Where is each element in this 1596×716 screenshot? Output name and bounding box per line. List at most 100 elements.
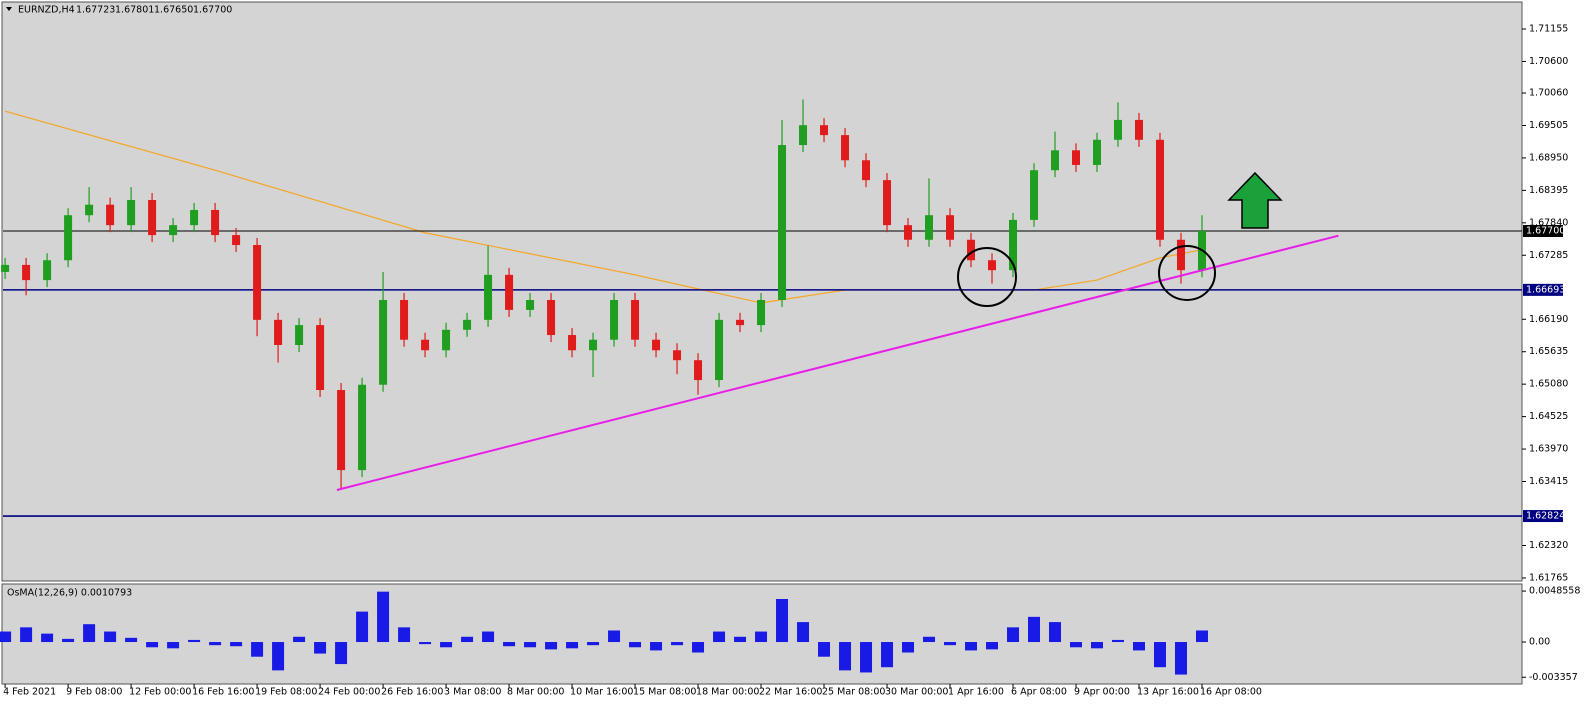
- candle-body: [505, 274, 514, 310]
- x-tick-label: 24 Feb 00:00: [318, 687, 380, 698]
- price-label-box: [1523, 510, 1563, 523]
- circle-annotation: [957, 247, 1017, 307]
- candle-body: [274, 319, 283, 345]
- menu-triangle: [6, 7, 12, 11]
- candle-body: [946, 215, 955, 240]
- indicator-title: OsMA(12,26,9) 0.0010793: [7, 588, 132, 599]
- candle-body: [526, 299, 535, 310]
- histogram-bar: [944, 642, 957, 646]
- histogram-bar: [860, 642, 873, 673]
- candle-body: [148, 200, 157, 236]
- candle-body: [64, 215, 73, 261]
- quote-close: 1.67700: [193, 5, 232, 16]
- candle-body: [127, 200, 136, 226]
- moving-average: [4, 110, 1203, 304]
- histogram-bar: [650, 642, 663, 651]
- x-tick-label: 25 Mar 08:00: [822, 687, 885, 698]
- histogram-bar: [41, 633, 54, 643]
- histogram-bar: [965, 642, 978, 651]
- quote-high: 1.67801: [115, 5, 154, 16]
- x-tick-label: 16 Feb 16:00: [192, 687, 254, 698]
- plot-layer: [0, 99, 1522, 675]
- histogram-bar: [314, 642, 327, 654]
- y-tick-label: 1.61765: [1529, 572, 1568, 583]
- histogram-bar: [377, 591, 390, 643]
- candle-body: [883, 180, 892, 226]
- histogram-bar: [83, 624, 96, 643]
- candle-body: [1155, 139, 1164, 240]
- histogram-bar: [482, 631, 495, 643]
- price-label: 1.67700: [1526, 225, 1565, 236]
- candle-body: [106, 204, 115, 226]
- y-tick-label: 1.63970: [1529, 444, 1568, 455]
- y-tick-label: 1.65080: [1529, 379, 1568, 390]
- histogram-bar: [797, 622, 810, 643]
- x-tick-label: 9 Apr 00:00: [1074, 687, 1130, 698]
- histogram-bar: [713, 631, 726, 643]
- histogram-bar: [335, 642, 348, 665]
- candle-body: [421, 339, 430, 351]
- histogram-bar: [461, 636, 474, 643]
- candle-body: [358, 384, 367, 471]
- x-tick-label: 16 Apr 08:00: [1200, 687, 1262, 698]
- candle-body: [547, 299, 556, 336]
- main-panel: [1, 1, 1523, 582]
- candle-body: [1113, 119, 1122, 140]
- histogram-bar: [0, 631, 12, 643]
- histogram-bar: [839, 642, 852, 671]
- candle-body: [1134, 119, 1143, 140]
- y-tick-label: 1.70600: [1529, 56, 1568, 67]
- histogram-bar: [398, 627, 411, 643]
- histogram-bar: [692, 642, 705, 653]
- candle-body: [589, 339, 598, 351]
- y-tick-label: 1.67285: [1529, 250, 1568, 261]
- x-tick-label: 12 Feb 00:00: [129, 687, 191, 698]
- histogram-bar: [293, 636, 306, 643]
- candle-body: [22, 264, 31, 281]
- y-tick-label: 1.68395: [1529, 185, 1568, 196]
- quote-low: 1.67650: [154, 5, 193, 16]
- histogram-bar: [1090, 642, 1103, 649]
- up-arrow: [1227, 171, 1283, 229]
- quote-open: 1.67723: [76, 5, 115, 16]
- y-tick-label: 1.66190: [1529, 314, 1568, 325]
- trendline: [336, 234, 1339, 491]
- candle-body: [652, 339, 661, 351]
- symbol: EURNZD,H4: [18, 5, 75, 16]
- histogram-bar: [881, 642, 894, 668]
- candle-body: [1176, 239, 1185, 271]
- x-tick-label: 15 Mar 08:00: [633, 687, 696, 698]
- histogram-bar: [1111, 639, 1124, 643]
- histogram-bar: [209, 642, 222, 646]
- histogram-bar: [1195, 630, 1208, 643]
- candle-body: [337, 390, 346, 471]
- candle-body: [1092, 139, 1101, 165]
- histogram-bar: [818, 642, 831, 657]
- candle-body: [820, 125, 829, 136]
- histogram-bar: [230, 642, 243, 647]
- x-tick-label: 9 Feb 08:00: [66, 687, 122, 698]
- histogram-bar: [272, 642, 285, 671]
- x-tick-label: 30 Mar 00:00: [885, 687, 948, 698]
- histogram-bar: [755, 631, 768, 643]
- histogram-bar: [1049, 622, 1062, 643]
- price-label-box: [1523, 224, 1563, 237]
- y-tick-label: 1.68950: [1529, 152, 1568, 163]
- y-tick-label: 1.69505: [1529, 120, 1568, 131]
- x-tick-label: 22 Mar 16:00: [759, 687, 822, 698]
- candle-body: [1, 264, 10, 272]
- x-tick-label: 6 Apr 08:00: [1011, 687, 1067, 698]
- x-tick-label: 19 Feb 08:00: [255, 687, 317, 698]
- candle-body: [43, 260, 52, 281]
- candle-body: [169, 225, 178, 236]
- histogram-bar: [503, 642, 516, 647]
- histogram-bar: [524, 642, 537, 648]
- histogram-bar: [986, 642, 999, 650]
- y-tick-label: 0.0048558: [1529, 586, 1580, 597]
- histogram-bar: [629, 642, 642, 648]
- x-tick-label: 1 Apr 16:00: [948, 687, 1004, 698]
- x-tick-label: 8 Mar 00:00: [507, 687, 564, 698]
- y-tick-label: -0.003357: [1529, 672, 1578, 683]
